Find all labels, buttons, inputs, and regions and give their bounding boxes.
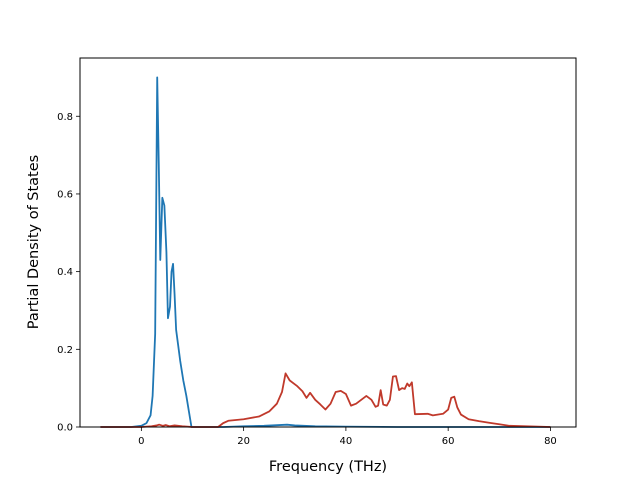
x-tick-label: 20 <box>237 436 250 447</box>
x-tick-label: 60 <box>442 436 455 447</box>
x-axis: 0 20 40 60 80 <box>138 427 557 447</box>
y-tick-label: 0.0 <box>57 423 73 434</box>
series-line-1 <box>100 76 551 428</box>
x-tick-label: 40 <box>340 436 353 447</box>
plot-frame <box>79 57 577 428</box>
y-tick-label: 0.4 <box>57 267 73 278</box>
y-tick-label: 0.2 <box>57 345 73 356</box>
y-tick-label: 0.6 <box>57 189 73 200</box>
y-axis: 0.0 0.2 0.4 0.6 0.8 <box>57 112 80 434</box>
x-tick-label: 80 <box>544 436 557 447</box>
x-tick-label: 0 <box>138 436 144 447</box>
x-axis-title: Frequency (THz) <box>269 459 387 475</box>
plot-background <box>80 58 576 427</box>
y-axis-title: Partial Density of States <box>26 155 42 329</box>
y-tick-label: 0.8 <box>57 112 73 123</box>
